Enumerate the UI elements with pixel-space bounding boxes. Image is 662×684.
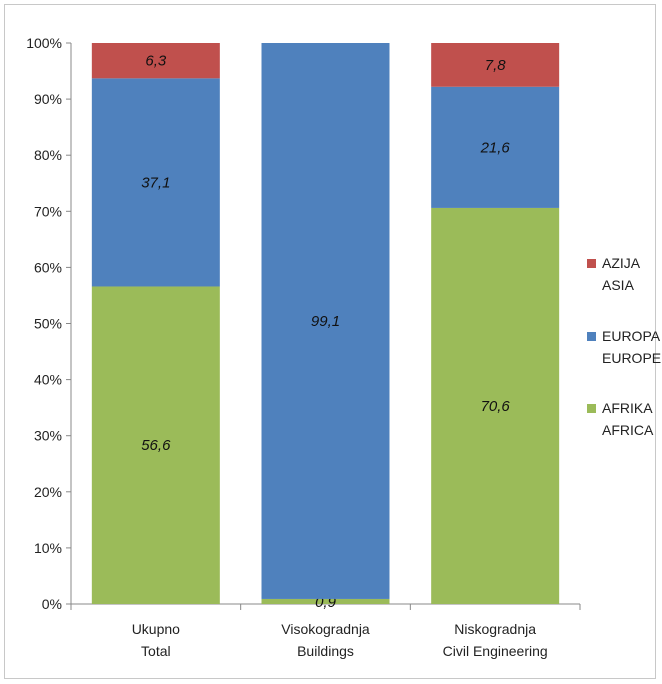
- bar-segment: [431, 86, 560, 208]
- y-tick-label: 0%: [42, 596, 62, 612]
- x-tick-label: Ukupno: [132, 621, 180, 637]
- y-tick-label: 20%: [34, 484, 62, 500]
- legend-swatch: [587, 259, 596, 268]
- y-tick-label: 70%: [34, 203, 62, 219]
- x-tick-label: Buildings: [297, 643, 354, 659]
- bar-segment: [91, 78, 220, 287]
- y-tick-label: 40%: [34, 372, 62, 388]
- x-tick-label: Civil Engineering: [443, 643, 548, 659]
- bar-segment: [91, 286, 220, 604]
- y-tick-label: 100%: [26, 35, 62, 51]
- bar-segment: [261, 598, 390, 604]
- data-label: 70,6: [481, 398, 511, 415]
- y-tick-label: 30%: [34, 428, 62, 444]
- y-tick-label: 50%: [34, 316, 62, 332]
- legend-label: EUROPA: [602, 328, 661, 344]
- y-tick-label: 60%: [34, 259, 62, 275]
- legend-swatch: [587, 404, 596, 413]
- x-tick-label: Total: [141, 643, 171, 659]
- bar-segment: [431, 43, 560, 87]
- legend-label: AFRICA: [602, 422, 654, 438]
- data-label: 21,6: [480, 139, 511, 156]
- data-label: 56,6: [141, 437, 171, 454]
- x-tick-label: Visokogradnja: [281, 621, 370, 637]
- y-tick-label: 10%: [34, 540, 62, 556]
- y-tick-label: 80%: [34, 147, 62, 163]
- x-tick-label: Niskogradnja: [454, 621, 536, 637]
- legend-label: AZIJA: [602, 255, 641, 271]
- bar-segment: [431, 207, 560, 604]
- y-tick-label: 90%: [34, 91, 62, 107]
- bar-segment: [261, 43, 390, 599]
- legend-label: ASIA: [602, 277, 635, 293]
- data-label: 6,3: [145, 53, 167, 70]
- data-label: 7,8: [485, 57, 507, 74]
- bar-segment: [91, 43, 220, 79]
- data-label: 99,1: [311, 313, 340, 330]
- legend-label: EUROPE: [602, 350, 661, 366]
- legend-label: AFRIKA: [602, 400, 653, 416]
- legend-swatch: [587, 332, 596, 341]
- data-label: 37,1: [141, 174, 170, 191]
